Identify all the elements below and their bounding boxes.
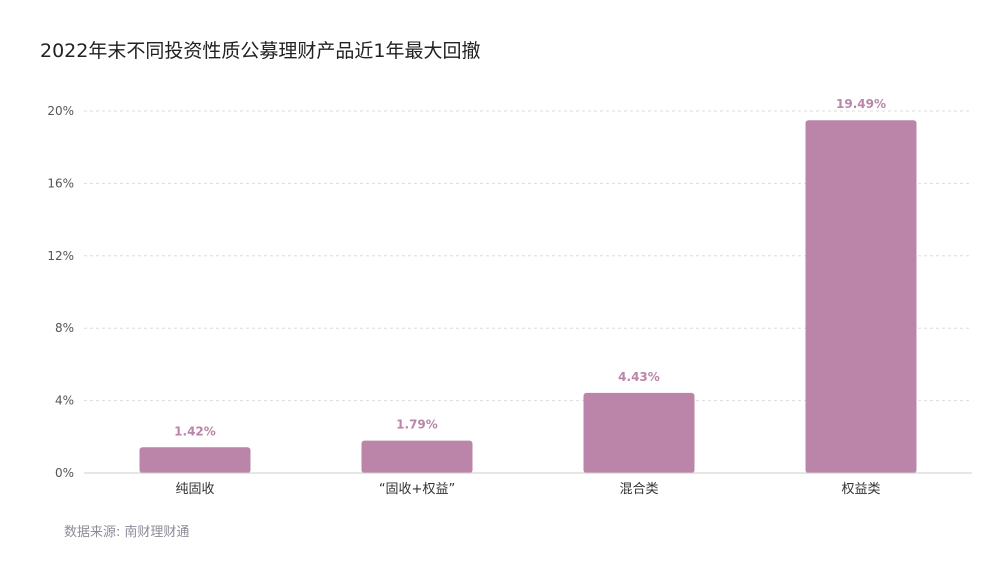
source-note: 数据来源: 南财理财通 xyxy=(64,521,189,540)
source-label: 数据来源: xyxy=(64,525,121,540)
y-tick-label: 20% xyxy=(47,104,74,118)
y-tick-label: 12% xyxy=(47,249,74,263)
chart-title: 2022年末不同投资性质公募理财产品近1年最大回撤 xyxy=(40,40,481,62)
y-axis-ticks: 0% 4% 8% 12% 16% 20% xyxy=(47,104,74,480)
x-axis-ticks: 纯固收 “固收+权益” 混合类 权益类 xyxy=(175,481,880,497)
y-tick-label: 0% xyxy=(55,466,74,480)
x-tick-label: 混合类 xyxy=(619,482,658,497)
bars xyxy=(139,120,917,473)
data-label: 19.49% xyxy=(836,97,886,111)
y-tick-label: 8% xyxy=(55,321,74,335)
value-labels: 1.42% 1.79% 4.43% 19.49% xyxy=(174,97,886,438)
bar xyxy=(805,120,917,473)
bar xyxy=(361,440,473,473)
x-tick-label: “固收+权益” xyxy=(379,481,455,497)
x-tick-label: 纯固收 xyxy=(175,482,214,497)
bar xyxy=(583,392,695,473)
y-tick-label: 4% xyxy=(55,394,74,408)
x-tick-label: 权益类 xyxy=(841,481,880,497)
data-label: 1.42% xyxy=(174,424,216,438)
y-tick-label: 16% xyxy=(47,176,74,190)
data-label: 1.79% xyxy=(396,418,438,432)
source-value: 南财理财通 xyxy=(124,525,190,540)
bar xyxy=(139,447,251,473)
data-label: 4.43% xyxy=(618,370,660,384)
